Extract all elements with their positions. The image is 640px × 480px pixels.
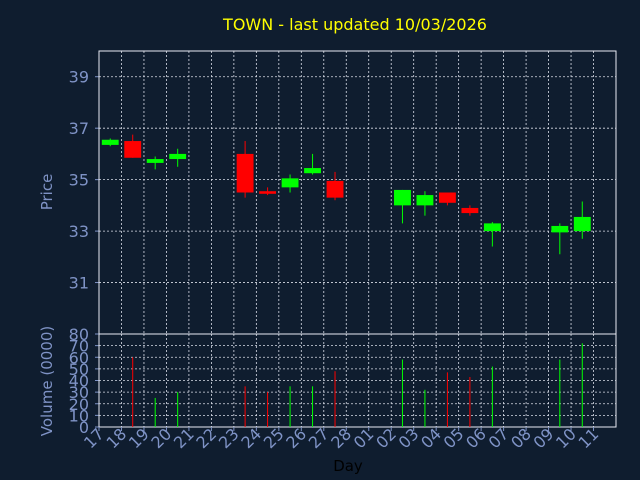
price-tick-label: 31 — [69, 274, 89, 293]
candle-body — [101, 139, 119, 145]
volume-tick-label: 10 — [69, 406, 89, 425]
price-tick-label: 37 — [69, 119, 89, 138]
chart-title: TOWN - last updated 10/03/2026 — [222, 15, 487, 34]
price-tick-label: 35 — [69, 171, 89, 190]
price-tick-label: 33 — [69, 222, 89, 241]
candle-body — [394, 189, 411, 206]
price-tick-label: 39 — [69, 68, 89, 87]
candle-body — [169, 153, 187, 160]
volume-tick-label: 70 — [69, 337, 89, 356]
day-axis-label: Day — [333, 457, 363, 475]
candle-03 — [416, 191, 434, 216]
candle-body — [551, 225, 569, 233]
candle-body — [304, 168, 321, 174]
candle-02 — [394, 189, 411, 224]
candle-10 — [573, 201, 591, 239]
candle-18 — [124, 134, 142, 158]
volume-tick-label: 30 — [69, 383, 89, 402]
candle-body — [573, 216, 591, 232]
volume-tick-label: 60 — [69, 348, 89, 367]
candle-body — [483, 223, 501, 232]
candle-body — [461, 207, 479, 214]
volume-panel-frame — [98, 333, 617, 428]
candle-09 — [551, 223, 569, 255]
volume-axis-label: Volume (0000) — [38, 326, 56, 436]
candle-body — [326, 180, 344, 198]
price-axis-label: Price — [38, 174, 56, 211]
candle-body — [438, 192, 456, 203]
candle-27 — [326, 171, 344, 201]
volume-tick-label: 20 — [69, 395, 89, 414]
x-tick-labels: 1718192021222324252627280102030405060708… — [80, 424, 602, 452]
volume-tick-label: 50 — [69, 360, 89, 379]
candle-17 — [101, 138, 119, 147]
candle-body — [281, 178, 299, 188]
candle-05 — [461, 205, 479, 216]
candle-body — [124, 141, 142, 158]
candle-body — [416, 195, 434, 206]
volume-tick-label: 80 — [69, 325, 89, 344]
candle-25 — [281, 174, 299, 193]
candle-06 — [483, 222, 501, 247]
candle-body — [146, 159, 164, 163]
candle-23 — [236, 141, 254, 198]
candle-04 — [438, 192, 456, 206]
candle-24 — [259, 187, 277, 196]
candle-20 — [169, 148, 187, 167]
candle-19 — [146, 156, 164, 170]
candle-26 — [304, 153, 321, 175]
candle-body — [259, 191, 277, 194]
volume-tick-label: 0 — [79, 418, 89, 437]
candle-body — [236, 153, 254, 193]
volume-tick-label: 40 — [69, 372, 89, 391]
